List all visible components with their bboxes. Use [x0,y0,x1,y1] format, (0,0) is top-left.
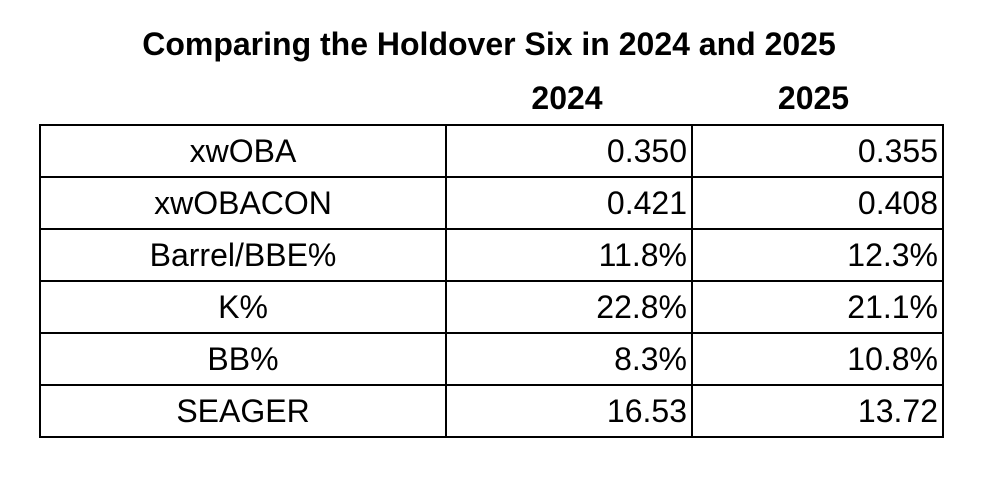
metric-label: BB% [39,332,447,386]
metric-label: K% [39,280,447,334]
value-2025: 0.408 [691,176,944,230]
table-row-seager: SEAGER 16.53 13.72 [39,384,944,438]
value-2024: 16.53 [445,384,693,438]
table-row-xwobacon: xwOBACON 0.421 0.408 [39,176,944,230]
table-row-bb-pct: BB% 8.3% 10.8% [39,332,944,386]
value-2025: 0.355 [691,124,944,178]
value-2024: 22.8% [445,280,693,334]
value-2024: 0.421 [445,176,693,230]
table-row-xwoba: xwOBA 0.350 0.355 [39,124,944,178]
value-2024: 0.350 [445,124,693,178]
value-2024: 8.3% [445,332,693,386]
table-row-barrel-bbe: Barrel/BBE% 11.8% 12.3% [39,228,944,282]
table-row-k-pct: K% 22.8% 21.1% [39,280,944,334]
column-header-2025: 2025 [777,80,850,116]
value-2025: 13.72 [691,384,944,438]
value-2025: 10.8% [691,332,944,386]
metric-label: SEAGER [39,384,447,438]
stats-table: xwOBA 0.350 0.355 xwOBACON 0.421 0.408 B… [39,124,944,438]
value-2025: 21.1% [691,280,944,334]
column-header-2024: 2024 [531,80,603,116]
value-2025: 12.3% [691,228,944,282]
value-2024: 11.8% [445,228,693,282]
metric-label: xwOBACON [39,176,447,230]
metric-label: xwOBA [39,124,447,178]
metric-label: Barrel/BBE% [39,228,447,282]
chart-title: Comparing the Holdover Six in 2024 and 2… [142,26,836,62]
